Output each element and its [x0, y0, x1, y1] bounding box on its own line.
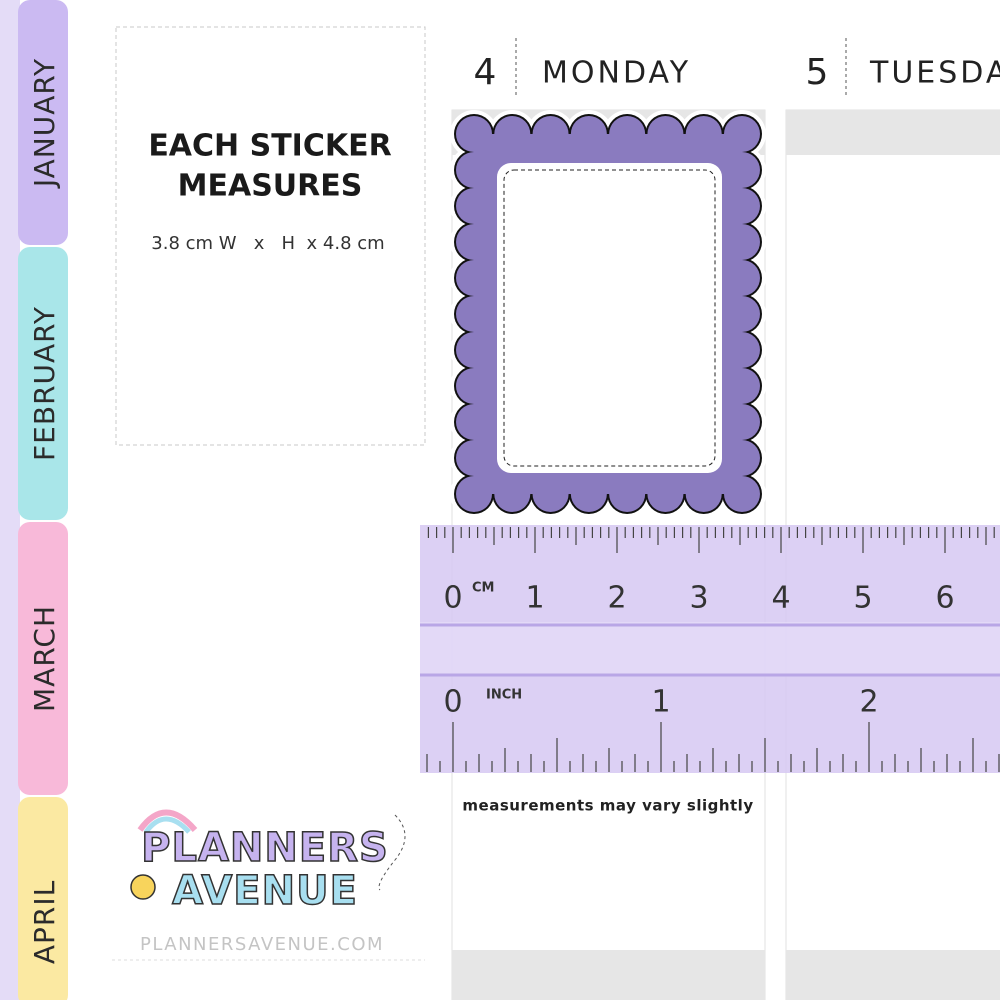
- info-title: EACH STICKER: [148, 129, 391, 164]
- logo-text: AVENUE: [172, 868, 358, 914]
- cm-unit: CM: [472, 581, 494, 596]
- tab: [18, 0, 68, 245]
- tab: [18, 522, 68, 795]
- logo-text: PLANNERS: [141, 825, 389, 871]
- month-tabs: JANUARY FEBRUARY MARCH APRIL: [18, 0, 68, 1000]
- column-band: [786, 950, 1000, 1000]
- sticker: [450, 110, 766, 518]
- cm-label: 5: [853, 581, 872, 616]
- cm-label: 1: [525, 581, 544, 616]
- spine: [0, 0, 20, 1000]
- column-band: [452, 950, 765, 1000]
- cm-label: 6: [935, 581, 954, 616]
- tab-label: APRIL: [28, 880, 61, 964]
- cm-label: 4: [771, 581, 790, 616]
- cm-label: 2: [607, 581, 626, 616]
- inch-unit: INCH: [486, 688, 522, 703]
- note: measurements may vary slightly: [462, 797, 753, 815]
- ruler-stripe: [420, 622, 1000, 674]
- logo: PLANNERS AVENUE PLANNERSAVENUE.COM: [112, 809, 425, 961]
- ruler-scale: 0 1 2 3 4 5 6 CM 0 1 2 INCH: [426, 527, 1000, 772]
- frame-dash: [503, 169, 716, 467]
- tab-label: FEBRUARY: [28, 306, 61, 461]
- rainbow: [137, 809, 198, 833]
- frame-window: [497, 163, 722, 473]
- sun: [130, 874, 156, 900]
- tab-label: JANUARY: [28, 58, 61, 189]
- tab: [18, 797, 68, 1000]
- tab: [18, 247, 68, 520]
- day-name: TUESDAY: [869, 56, 1000, 91]
- info-box: [115, 26, 426, 446]
- day-name: MONDAY: [542, 56, 691, 91]
- day-number: 5: [806, 52, 829, 93]
- cm-label: 3: [689, 581, 708, 616]
- info-size: 3.8 cm W x H x 4.8 cm: [151, 233, 384, 254]
- inch-label: 2: [859, 685, 878, 720]
- cm-label: 0: [443, 581, 462, 616]
- day-number: 4: [474, 52, 497, 93]
- tab-label: MARCH: [28, 605, 61, 712]
- logo-url: PLANNERSAVENUE.COM: [140, 934, 384, 955]
- bee-path: [378, 814, 406, 891]
- inch-label: 1: [651, 685, 670, 720]
- inch-label: 0: [443, 685, 462, 720]
- rainbow: [143, 816, 191, 834]
- info-title: MEASURES: [178, 169, 363, 204]
- column-band: [786, 110, 1000, 155]
